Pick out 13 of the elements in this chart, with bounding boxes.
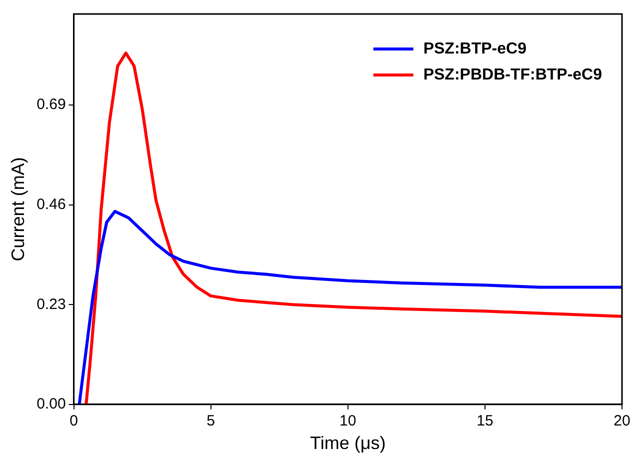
x-tick-label: 0	[70, 412, 78, 430]
x-tick-label: 5	[206, 412, 216, 430]
x-tick-label: 15	[476, 412, 494, 430]
y-axis-title: Current (mA)	[8, 157, 28, 262]
x-axis-title: Time (μs)	[310, 433, 386, 454]
x-tick-label: 10	[340, 412, 356, 430]
legend-label: PSZ:PBDB-TF:BTP-eC9	[423, 66, 602, 84]
y-tick-label: 0.46	[36, 196, 66, 214]
x-tick-label: 20	[614, 412, 630, 430]
y-tick-label: 0.23	[36, 296, 66, 313]
y-tick-label: 0.69	[36, 96, 66, 114]
legend-label: PSZ:BTP-eC9	[423, 40, 527, 58]
y-tick-label: 0.00	[36, 396, 66, 413]
